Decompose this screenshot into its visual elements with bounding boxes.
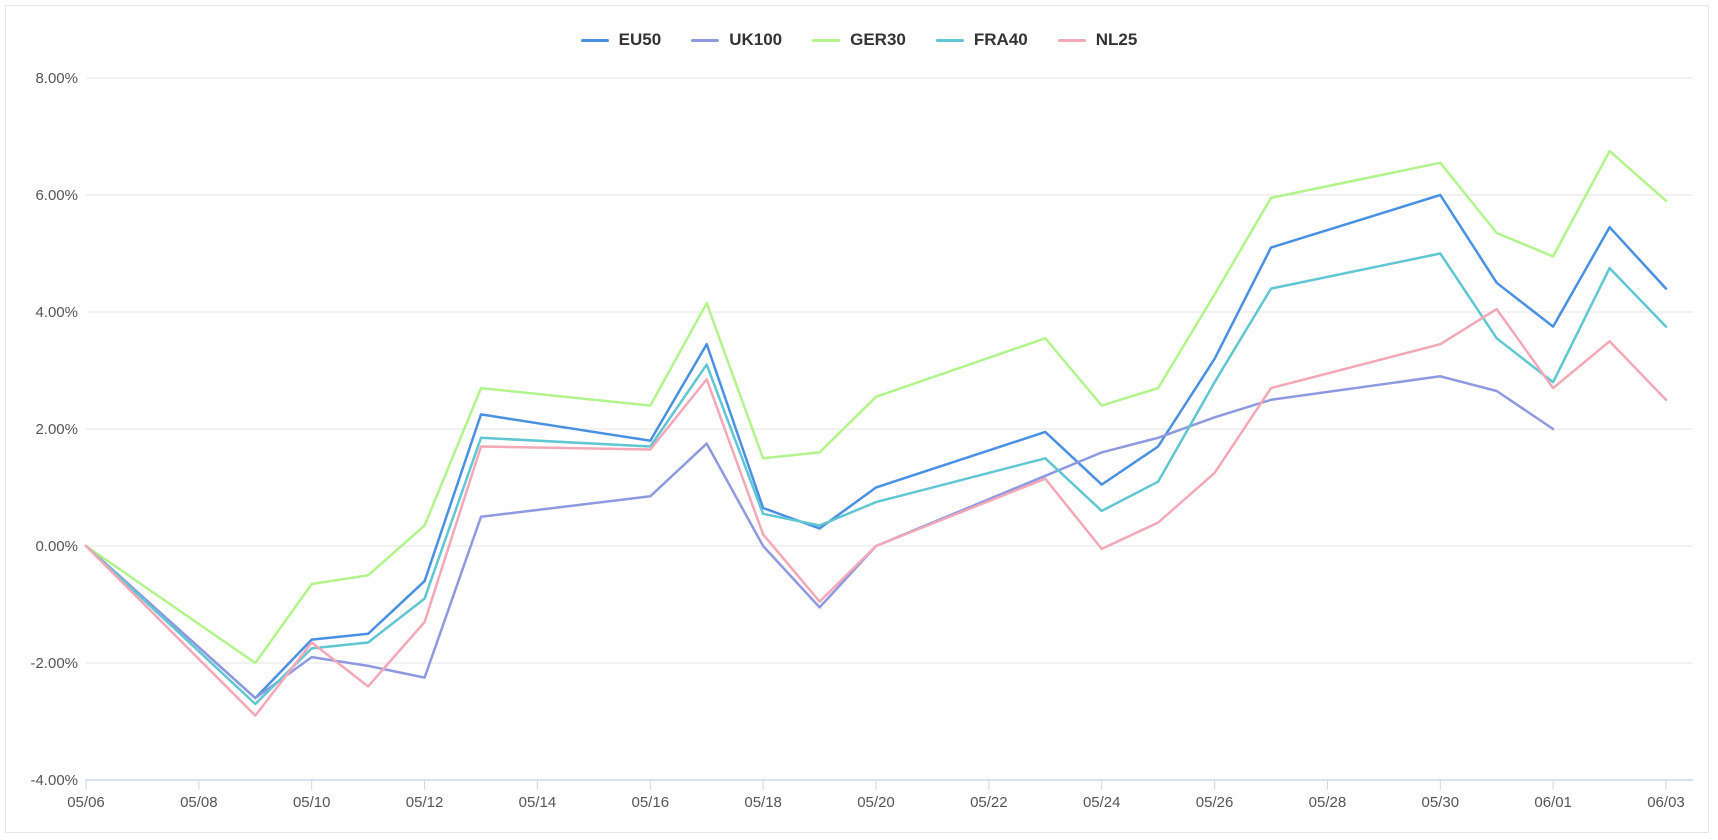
- series-line-nl25: [84, 307, 1668, 717]
- x-tick-label: 05/20: [857, 794, 895, 811]
- x-tick-label: 05/18: [744, 794, 782, 811]
- x-tick-label: 05/22: [970, 794, 1008, 811]
- series-line-ger30: [84, 149, 1668, 665]
- legend-swatch-ger30: [812, 38, 841, 42]
- y-tick-label: -4.00%: [30, 772, 78, 789]
- chart-legend: EU50 UK100 GER30 FRA40 NL25: [0, 30, 1718, 50]
- series-line-eu50: [84, 193, 1668, 700]
- y-tick-label: -2.00%: [30, 655, 78, 672]
- legend-swatch-uk100: [691, 38, 720, 42]
- x-tick-label: 05/26: [1196, 794, 1234, 811]
- y-tick-label: 6.00%: [35, 187, 78, 204]
- legend-item-nl25[interactable]: NL25: [1057, 30, 1138, 50]
- x-tick-label: 05/08: [180, 794, 218, 811]
- legend-label-nl25: NL25: [1095, 30, 1138, 49]
- legend-item-uk100[interactable]: UK100: [691, 30, 782, 50]
- chart-frame: [5, 5, 1709, 833]
- legend-label-eu50: EU50: [618, 30, 662, 49]
- y-tick-label: 0.00%: [35, 538, 78, 555]
- legend-swatch-nl25: [1057, 38, 1086, 42]
- x-tick-label: 05/28: [1309, 794, 1347, 811]
- legend-item-fra40[interactable]: FRA40: [935, 30, 1028, 50]
- legend-item-eu50[interactable]: EU50: [580, 30, 662, 50]
- x-tick-label: 05/16: [632, 794, 670, 811]
- legend-swatch-fra40: [935, 38, 964, 42]
- x-tick-label: 05/12: [406, 794, 444, 811]
- x-tick-label: 05/10: [293, 794, 331, 811]
- x-tick-label: 05/30: [1422, 794, 1460, 811]
- y-tick-label: 2.00%: [35, 421, 78, 438]
- series-line-uk100: [84, 375, 1555, 700]
- legend-label-ger30: GER30: [850, 30, 906, 49]
- legend-swatch-eu50: [580, 38, 609, 42]
- x-tick-label: 06/03: [1647, 794, 1685, 811]
- y-tick-label: 4.00%: [35, 304, 78, 321]
- legend-item-ger30[interactable]: GER30: [812, 30, 906, 50]
- x-tick-label: 05/14: [519, 794, 557, 811]
- x-tick-label: 05/24: [1083, 794, 1121, 811]
- legend-label-uk100: UK100: [729, 30, 783, 49]
- x-tick-label: 05/06: [67, 794, 105, 811]
- x-tick-label: 06/01: [1534, 794, 1572, 811]
- y-tick-label: 8.00%: [35, 70, 78, 87]
- legend-label-fra40: FRA40: [973, 30, 1028, 49]
- series-line-fra40: [84, 252, 1668, 706]
